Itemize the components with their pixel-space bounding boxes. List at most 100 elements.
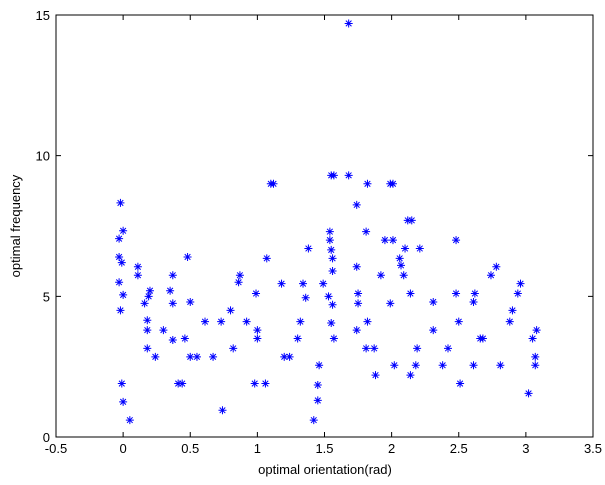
marker (354, 299, 363, 308)
marker (469, 361, 478, 370)
marker (119, 397, 128, 406)
marker (143, 344, 152, 353)
marker (395, 254, 404, 263)
marker (429, 297, 438, 306)
marker (285, 352, 294, 361)
marker (470, 289, 479, 298)
marker (201, 317, 210, 326)
marker (262, 254, 271, 263)
x-tick-label: 1.5 (315, 441, 333, 456)
marker (168, 271, 177, 280)
marker (140, 299, 149, 308)
marker (505, 317, 514, 326)
marker (492, 262, 501, 271)
marker (371, 371, 380, 380)
marker (250, 379, 259, 388)
marker (178, 379, 187, 388)
marker (406, 371, 415, 380)
marker (313, 396, 322, 405)
marker (524, 389, 533, 398)
marker (296, 317, 305, 326)
marker (532, 326, 541, 335)
marker (119, 290, 128, 299)
marker (253, 334, 262, 343)
marker (531, 352, 540, 361)
marker (229, 344, 238, 353)
marker (144, 292, 153, 301)
marker (438, 361, 447, 370)
marker (363, 317, 372, 326)
marker (261, 379, 270, 388)
marker (363, 179, 372, 188)
marker (429, 326, 438, 335)
marker (186, 352, 195, 361)
marker (115, 278, 124, 287)
marker (452, 289, 461, 298)
y-tick-label: 0 (43, 430, 50, 445)
marker (166, 286, 175, 295)
marker (329, 334, 338, 343)
marker (145, 286, 154, 295)
y-tick-label: 5 (43, 289, 50, 304)
marker (354, 289, 363, 298)
marker (370, 344, 379, 353)
plot-area (55, 14, 594, 438)
marker (380, 236, 389, 245)
marker (352, 200, 361, 209)
marker (344, 19, 353, 28)
x-tick-label: -0.5 (45, 441, 67, 456)
marker (444, 344, 453, 353)
x-axis-label: optimal orientation(rad) (258, 462, 392, 477)
marker (116, 306, 125, 315)
marker (454, 317, 463, 326)
marker (304, 244, 313, 253)
marker (399, 271, 408, 280)
marker (117, 258, 126, 267)
x-tick-label: 3 (522, 441, 529, 456)
marker (151, 352, 160, 361)
marker (344, 171, 353, 180)
marker (218, 406, 227, 415)
marker (325, 227, 334, 236)
marker (508, 306, 517, 315)
marker (486, 271, 495, 280)
marker (234, 278, 243, 287)
marker (315, 361, 324, 370)
marker (390, 361, 399, 370)
marker (528, 334, 537, 343)
marker (413, 344, 422, 353)
marker (115, 252, 124, 261)
marker (397, 261, 406, 270)
x-tick-label: 1 (254, 441, 261, 456)
marker (469, 297, 478, 306)
marker (452, 236, 461, 245)
marker (516, 279, 525, 288)
marker (415, 244, 424, 253)
marker (388, 236, 397, 245)
marker (183, 252, 192, 261)
marker (174, 379, 183, 388)
marker (253, 326, 262, 335)
marker (217, 317, 226, 326)
marker (319, 279, 328, 288)
marker (192, 352, 201, 361)
marker (352, 262, 361, 271)
marker (168, 335, 177, 344)
marker (226, 306, 235, 315)
marker (133, 262, 142, 271)
marker (362, 344, 371, 353)
marker (329, 171, 338, 180)
marker (531, 361, 540, 370)
marker (143, 326, 152, 335)
marker (411, 361, 420, 370)
marker (352, 326, 361, 335)
marker (328, 267, 337, 276)
marker (125, 416, 134, 425)
marker (180, 334, 189, 343)
marker (496, 361, 505, 370)
marker (478, 334, 487, 343)
y-tick-label: 15 (36, 8, 50, 23)
marker (168, 299, 177, 308)
